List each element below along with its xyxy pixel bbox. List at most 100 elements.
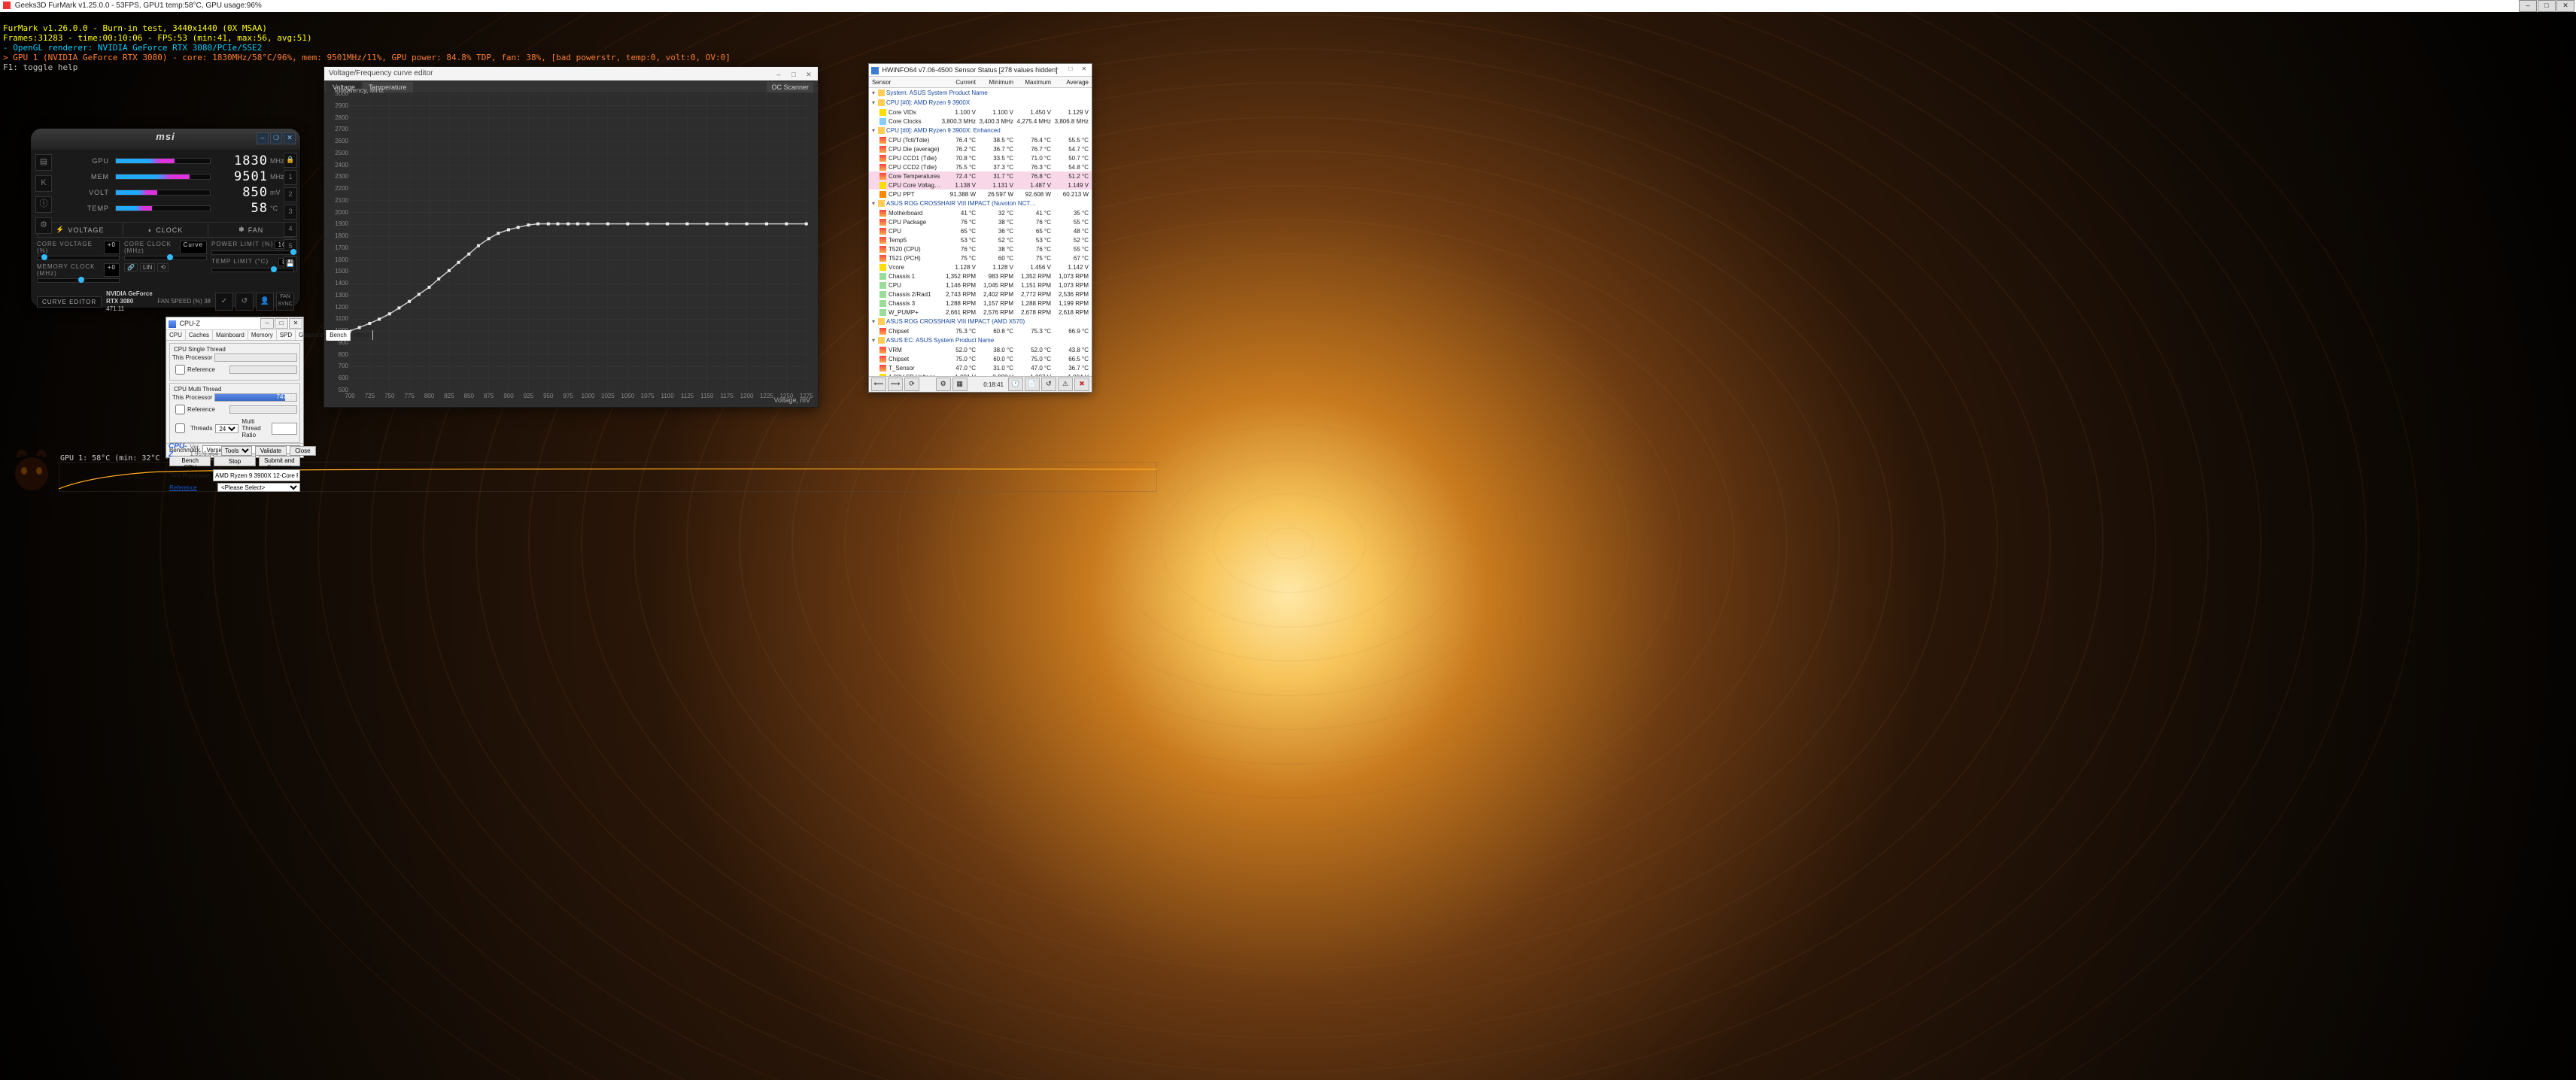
sensor-row[interactable]: VRM52.0 °C38.0 °C52.0 °C43.8 °C bbox=[869, 345, 1092, 354]
hw-min-button[interactable]: – bbox=[1050, 65, 1064, 74]
reset-button[interactable]: ↺ bbox=[235, 293, 254, 311]
scan-icon[interactable]: ⟲ bbox=[157, 263, 169, 272]
hw-next-button[interactable]: ⟹ bbox=[888, 378, 903, 391]
vf-min-button[interactable]: – bbox=[771, 68, 786, 78]
submit-button[interactable]: Submit and Compare bbox=[259, 456, 300, 466]
hw-group-header[interactable]: ▾ASUS EC: ASUS System Product Name bbox=[869, 335, 1092, 345]
oc-scanner-button[interactable]: OC Scanner bbox=[767, 82, 813, 93]
validate-button[interactable]: Validate bbox=[255, 446, 287, 456]
threads-select[interactable]: 24 bbox=[215, 424, 238, 433]
msi-detach-button[interactable]: ❍ bbox=[270, 132, 282, 144]
maximize-button[interactable]: □ bbox=[2538, 0, 2556, 12]
sensor-row[interactable]: Chassis 31,288 RPM1,157 RPM1,288 RPM1,19… bbox=[869, 299, 1092, 308]
sensor-row[interactable]: Core VIDs1.100 V1.100 V1.450 V1.129 V bbox=[869, 108, 1092, 117]
sensor-row[interactable]: Core Temperatures72.4 °C31.7 °C76.8 °C51… bbox=[869, 171, 1092, 181]
close-button[interactable]: ✕ bbox=[2556, 0, 2574, 12]
core-clock-slider[interactable] bbox=[124, 256, 207, 260]
st-ref-checkbox[interactable] bbox=[175, 365, 185, 375]
sensor-row[interactable]: T520 (CPU)76 °C38 °C76 °C55 °C bbox=[869, 244, 1092, 253]
mt-ref-checkbox[interactable] bbox=[175, 405, 185, 414]
cpuz-tab-spd[interactable]: SPD bbox=[277, 330, 296, 340]
hw-refresh-button[interactable]: ⟳ bbox=[904, 378, 919, 391]
curve-editor-button[interactable]: CURVE EDITOR bbox=[37, 296, 102, 308]
stop-button[interactable]: Stop bbox=[214, 456, 255, 466]
sensor-row[interactable]: Core Clocks3,800.3 MHz3,400.3 MHz4,275.4… bbox=[869, 117, 1092, 126]
hw-alert-button[interactable]: ⚠ bbox=[1058, 378, 1073, 391]
vf-close-button[interactable]: ✕ bbox=[801, 68, 816, 78]
sensor-row[interactable]: Motherboard41 °C32 °C41 °C35 °C bbox=[869, 208, 1092, 217]
sensor-row[interactable]: Chassis 2/Rad12,743 RPM2,402 RPM2,772 RP… bbox=[869, 290, 1092, 299]
apply-button[interactable]: ✓ bbox=[215, 293, 233, 311]
close-button[interactable]: Close bbox=[290, 446, 315, 456]
sensor-row[interactable]: CPU (Tctl/Tdie)76.4 °C38.5 °C76.4 °C55.5… bbox=[869, 135, 1092, 144]
reference-select[interactable]: <Please Select> bbox=[217, 483, 300, 492]
tab-clock[interactable]: ◐CLOCK bbox=[123, 223, 209, 237]
core-voltage-slider[interactable] bbox=[37, 256, 120, 260]
cpuz-tab-caches[interactable]: Caches bbox=[186, 330, 213, 340]
cpuz-tab-bench[interactable]: Bench bbox=[327, 330, 351, 341]
hw-log-button[interactable]: 📄 bbox=[1025, 378, 1040, 391]
hwinfo-tree[interactable]: ▾System: ASUS System Product Name▾CPU [#… bbox=[869, 88, 1092, 376]
ratio-field[interactable] bbox=[272, 423, 297, 435]
power-limit-slider[interactable] bbox=[211, 250, 294, 255]
tab-fan[interactable]: ✽FAN bbox=[208, 223, 293, 237]
msi-close-button[interactable]: ✕ bbox=[284, 132, 296, 144]
sensor-row[interactable]: Vcore1.128 V1.128 V1.456 V1.142 V bbox=[869, 262, 1092, 272]
fan-sync-button[interactable]: FAN SYNC bbox=[276, 293, 294, 311]
startup-button[interactable]: 👤 bbox=[256, 293, 274, 311]
cpuz-titlebar[interactable]: CPU-Z –□✕ bbox=[166, 317, 303, 330]
hw-max-button[interactable]: □ bbox=[1064, 65, 1077, 74]
core-clock-value[interactable]: Curve bbox=[180, 241, 207, 254]
hw-prev-button[interactable]: ⟸ bbox=[871, 378, 886, 391]
msi-titlebar[interactable]: msi – ❍ ✕ bbox=[31, 129, 300, 150]
cpuz-min-button[interactable]: – bbox=[260, 318, 274, 329]
hw-layout-button[interactable]: ▦ bbox=[952, 378, 968, 391]
sensor-row[interactable]: T_Sensor47.0 °C31.0 °C47.0 °C36.7 °C bbox=[869, 363, 1092, 372]
hw-group-header[interactable]: ▾ASUS ROG CROSSHAIR VIII IMPACT (AMD X57… bbox=[869, 317, 1092, 326]
tools-dropdown[interactable]: Tools bbox=[221, 446, 252, 456]
vf-curve-window[interactable]: Voltage/Frequency curve editor –□✕ Volta… bbox=[324, 66, 819, 408]
threads-checkbox[interactable] bbox=[175, 423, 185, 433]
furmark-titlebar[interactable]: Geeks3D FurMark v1.25.0.0 - 53FPS, GPU1 … bbox=[0, 0, 2576, 12]
cpuz-tab-about[interactable]: About bbox=[351, 330, 373, 340]
msi-settings-icon[interactable]: ⚙ bbox=[35, 217, 52, 234]
sensor-row[interactable]: CPU CCD1 (Tdie)70.8 °C33.5 °C71.0 °C50.7… bbox=[869, 153, 1092, 162]
profile-3[interactable]: 3 bbox=[284, 205, 297, 220]
hw-config-button[interactable]: ⚙ bbox=[936, 378, 951, 391]
hw-reset-button[interactable]: ↺ bbox=[1041, 378, 1056, 391]
sensor-row[interactable]: Temp553 °C52 °C53 °C52 °C bbox=[869, 235, 1092, 244]
cpuz-window[interactable]: CPU-Z –□✕ CPUCachesMainboardMemorySPDGra… bbox=[166, 317, 304, 458]
sensor-row[interactable]: CPU Die (average)76.2 °C36.7 °C76.7 °C54… bbox=[869, 144, 1092, 153]
sensor-row[interactable]: T521 (PCH)75 °C60 °C75 °C67 °C bbox=[869, 253, 1092, 262]
cpuz-tab-graphics[interactable]: Graphics bbox=[296, 330, 327, 340]
hw-close-button[interactable]: ✕ bbox=[1077, 65, 1091, 74]
msi-min-button[interactable]: – bbox=[257, 132, 269, 144]
profile-4[interactable]: 4 bbox=[284, 222, 297, 237]
profile-1[interactable]: 1 bbox=[284, 170, 297, 185]
link-icon[interactable]: 🔗 bbox=[124, 263, 138, 272]
core-voltage-value[interactable]: +0 bbox=[104, 241, 120, 254]
temp-limit-slider[interactable] bbox=[211, 268, 294, 272]
vf-titlebar[interactable]: Voltage/Frequency curve editor –□✕ bbox=[324, 67, 818, 80]
profile-2[interactable]: 2 bbox=[284, 187, 297, 202]
sensor-row[interactable]: CPU CCD2 (Tdie)75.5 °C37.3 °C76.3 °C54.8… bbox=[869, 162, 1092, 171]
sensor-row[interactable]: Chipset75.0 °C60.0 °C75.0 °C66.5 °C bbox=[869, 354, 1092, 363]
cpuz-close-button[interactable]: ✕ bbox=[289, 318, 302, 329]
fan-speed-value[interactable]: 38 bbox=[204, 298, 211, 305]
hwinfo-titlebar[interactable]: HWiNFO64 v7.06-4500 Sensor Status [278 v… bbox=[869, 64, 1092, 77]
msi-afterburner-window[interactable]: msi – ❍ ✕ ▤ K ⓘ ⚙ GPU1830MHz MEM9501MHz … bbox=[30, 128, 301, 308]
sensor-row[interactable]: CPU Package76 °C38 °C76 °C55 °C bbox=[869, 217, 1092, 226]
memory-clock-slider[interactable] bbox=[37, 278, 120, 283]
hw-exit-button[interactable]: ✖ bbox=[1074, 378, 1089, 391]
hw-group-header[interactable]: ▾CPU [#0]: AMD Ryzen 9 3900X bbox=[869, 98, 1092, 108]
sensor-row[interactable]: Chassis 11,352 RPM983 RPM1,352 RPM1,073 … bbox=[869, 272, 1092, 281]
hw-group-header[interactable]: ▾ASUS ROG CROSSHAIR VIII IMPACT (Nuvoton… bbox=[869, 199, 1092, 208]
vf-curve-plot[interactable] bbox=[350, 94, 810, 390]
memory-clock-value[interactable]: +0 bbox=[104, 263, 120, 277]
sensor-row[interactable]: CPU1,146 RPM1,045 RPM1,151 RPM1,073 RPM bbox=[869, 281, 1092, 290]
cpuz-tab-mainboard[interactable]: Mainboard bbox=[213, 330, 248, 340]
lin-button[interactable]: LIN bbox=[140, 263, 155, 272]
cpuz-tab-cpu[interactable]: CPU bbox=[166, 330, 186, 340]
sensor-row[interactable]: W_PUMP+2,661 RPM2,576 RPM2,678 RPM2,618 … bbox=[869, 308, 1092, 317]
vf-max-button[interactable]: □ bbox=[786, 68, 801, 78]
